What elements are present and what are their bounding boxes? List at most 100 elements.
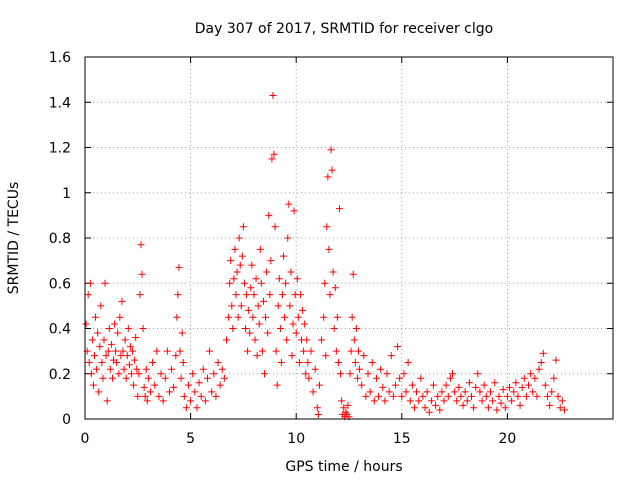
data-point (230, 275, 238, 283)
data-point (172, 352, 180, 360)
data-point (135, 370, 143, 378)
x-tick-labels: 0 5 10 15 20 (81, 431, 517, 447)
data-point (322, 352, 330, 360)
data-point (203, 374, 211, 382)
data-point (177, 374, 185, 382)
data-point (159, 397, 167, 405)
data-point (292, 329, 300, 337)
y-tick-label: 1.6 (49, 50, 71, 66)
data-point (88, 336, 96, 344)
data-point (323, 223, 331, 231)
data-point (522, 392, 530, 400)
data-point (305, 374, 313, 382)
data-point (451, 388, 459, 396)
data-point (423, 388, 431, 396)
data-point (514, 392, 522, 400)
data-point (448, 370, 456, 378)
data-point (127, 370, 135, 378)
data-point (173, 313, 181, 321)
data-point (220, 374, 228, 382)
x-tick-label: 10 (287, 431, 305, 447)
data-point (350, 336, 358, 344)
data-point (208, 388, 216, 396)
data-point (285, 200, 293, 208)
data-point (121, 336, 129, 344)
data-point (425, 408, 433, 416)
data-point (516, 401, 524, 409)
data-point (253, 352, 261, 360)
data-point (560, 406, 568, 414)
data-point (467, 392, 475, 400)
data-point (212, 392, 220, 400)
data-point (470, 404, 478, 412)
data-point (228, 302, 236, 310)
data-point (332, 347, 340, 355)
data-point (269, 91, 277, 99)
data-point (157, 370, 165, 378)
data-point (197, 392, 205, 400)
data-point (296, 291, 304, 299)
data-point (315, 381, 323, 389)
data-point (100, 336, 108, 344)
data-point (398, 392, 406, 400)
data-point (270, 150, 278, 158)
data-point (246, 329, 254, 337)
data-point (98, 358, 106, 366)
data-point (463, 397, 471, 405)
data-point (533, 392, 541, 400)
data-point (235, 234, 243, 242)
data-point (113, 358, 121, 366)
data-point (278, 291, 286, 299)
data-point (138, 270, 146, 278)
y-tick-label: 1 (62, 186, 71, 202)
data-point (404, 358, 412, 366)
data-point (85, 358, 93, 366)
data-point (131, 356, 139, 364)
data-point (334, 358, 342, 366)
data-point (301, 320, 309, 328)
data-point (355, 347, 363, 355)
data-point (123, 352, 131, 360)
data-point (237, 302, 245, 310)
data-point (436, 406, 444, 414)
data-point (541, 381, 549, 389)
x-tick-label: 20 (498, 431, 516, 447)
data-point (379, 383, 387, 391)
data-point (325, 245, 333, 253)
data-point (396, 374, 404, 382)
data-point (459, 401, 467, 409)
data-point (400, 370, 408, 378)
data-point (478, 397, 486, 405)
data-point (124, 325, 132, 332)
data-point (368, 358, 376, 366)
data-point (264, 329, 272, 337)
data-point (520, 374, 528, 382)
data-point (142, 365, 150, 373)
y-tick-label: 0.8 (49, 231, 71, 247)
data-point (455, 383, 463, 391)
data-point (263, 268, 271, 276)
data-point (461, 388, 469, 396)
y-tick-label: 0.6 (49, 276, 71, 292)
data-point (529, 388, 537, 396)
data-point (358, 381, 366, 389)
data-point (429, 381, 437, 389)
data-point (286, 302, 294, 310)
data-point (348, 313, 356, 321)
data-point (413, 388, 421, 396)
data-point (107, 340, 115, 348)
data-point (129, 347, 137, 355)
data-point (276, 325, 284, 332)
data-point (506, 383, 514, 391)
data-point (153, 347, 161, 355)
data-point (476, 388, 484, 396)
data-point (539, 349, 547, 357)
data-point (112, 347, 120, 355)
data-point (487, 388, 495, 396)
data-point (280, 252, 288, 260)
data-point (206, 347, 214, 355)
data-point (288, 352, 296, 360)
data-point (302, 370, 310, 378)
data-point (314, 410, 322, 418)
data-point (139, 325, 147, 332)
